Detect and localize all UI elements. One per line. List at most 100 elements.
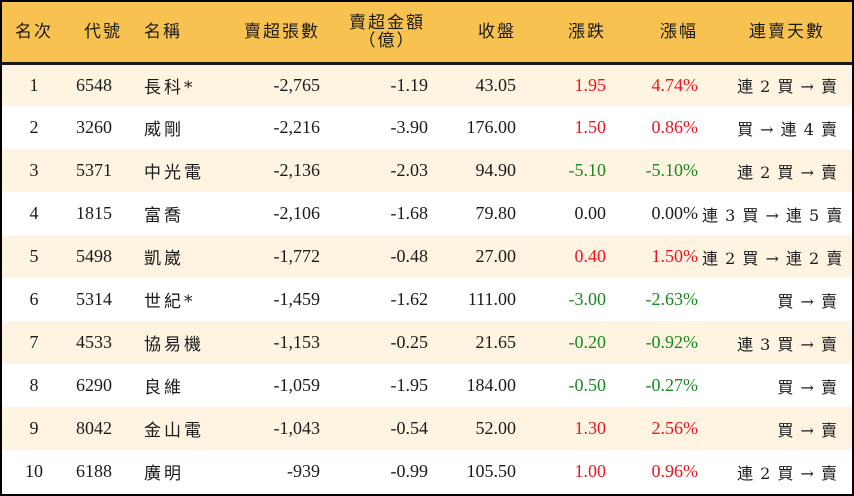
change-cell: -0.20 <box>568 332 607 352</box>
rank-cell: 9 <box>29 418 39 438</box>
table-row: 2 3260 威剛 -2,216 -3.90 176.00 1.50 0.86% 買 → 連 4… <box>2 106 852 149</box>
rank-cell: 4 <box>29 203 39 223</box>
rank-cell: 10 <box>25 461 43 481</box>
table-row: 3 5371 中光電 -2,136 -2.03 94.90 -5.10 -5.10% 連 2 買… <box>2 149 852 192</box>
rank-cell: 5 <box>29 246 39 266</box>
streak-cell: 連 2 買 → 賣 <box>737 162 838 182</box>
header-change: 漲跌 <box>568 21 606 42</box>
close-price-cell: 105.50 <box>466 461 517 481</box>
stock-name-cell: 金山電 <box>144 421 204 441</box>
close-price-cell: 27.00 <box>475 246 517 266</box>
streak-cell: 連 2 買 → 賣 <box>737 77 838 97</box>
stock-name-cell: 凱崴 <box>144 249 184 269</box>
header-streak: 連賣天數 <box>749 21 825 42</box>
net-sell-amount-cell: -0.54 <box>390 418 429 438</box>
rank-cell: 6 <box>29 289 39 309</box>
code-cell: 1815 <box>76 203 112 223</box>
change-pct-cell: 0.96% <box>651 461 699 481</box>
table-row: 6 5314 世紀* -1,459 -1.62 111.00 -3.00 -2.63% 買 → … <box>2 278 852 321</box>
streak-cell: 買 → 賣 <box>777 420 838 440</box>
rank-cell: 1 <box>29 74 39 95</box>
code-cell: 5371 <box>76 160 112 180</box>
change-pct-cell: -2.63% <box>645 289 699 309</box>
code-cell: 6290 <box>76 375 112 395</box>
table-row: 4 1815 富喬 -2,106 -1.68 79.80 0.00 0.00% 連 3 買 → … <box>2 192 852 235</box>
table-row: 8 6290 良維 -1,059 -1.95 184.00 -0.50 -0.27% 買 → 賣 <box>2 364 852 407</box>
close-price-cell: 94.90 <box>475 160 517 180</box>
change-cell: -0.50 <box>568 375 607 395</box>
code-cell: 8042 <box>76 418 112 438</box>
change-cell: 1.30 <box>574 418 607 438</box>
close-price-cell: 79.80 <box>475 203 517 223</box>
net-sell-lots-cell: -1,459 <box>273 289 321 309</box>
change-pct-cell: 2.56% <box>651 418 699 438</box>
table-row: 1 6548 長科* -2,765 -1.19 43.05 1.95 4.74% 連 2 買 →… <box>2 63 852 106</box>
rank-cell: 7 <box>29 332 39 352</box>
close-price-cell: 176.00 <box>466 117 517 137</box>
change-pct-cell: 0.86% <box>651 117 699 137</box>
net-sell-lots-cell: -1,153 <box>273 332 321 352</box>
close-price-cell: 111.00 <box>467 289 516 309</box>
streak-cell: 連 3 買 → 賣 <box>737 334 838 354</box>
net-sell-lots-cell: -2,136 <box>273 160 321 180</box>
code-cell: 6548 <box>76 74 112 95</box>
change-cell: 0.00 <box>574 203 607 223</box>
stock-name-cell: 威剛 <box>144 120 184 140</box>
change-pct-cell: -5.10% <box>645 160 699 180</box>
code-cell: 5498 <box>76 246 112 266</box>
header-code: 代號 <box>84 21 122 42</box>
streak-cell: 連 2 買 → 賣 <box>737 463 838 483</box>
change-cell: -5.10 <box>568 160 607 180</box>
net-sell-amount-cell: -1.62 <box>390 289 429 309</box>
code-cell: 3260 <box>76 117 112 137</box>
net-sell-amount-cell: -3.90 <box>390 117 429 137</box>
header-net-sell-lots: 賣超張數 <box>244 21 320 42</box>
table-header-row: 名次 代號 名稱 賣超張數 賣超金額 （億） 收盤 漲跌 漲幅 連賣天數 <box>2 2 852 63</box>
change-pct-cell: -0.27% <box>645 375 699 395</box>
net-sell-lots-cell: -1,043 <box>273 418 321 438</box>
streak-cell: 買 → 賣 <box>777 377 838 397</box>
stock-name-cell: 富喬 <box>144 206 184 226</box>
rank-cell: 3 <box>29 160 39 180</box>
header-rank: 名次 <box>15 21 53 42</box>
table-row: 5 5498 凱崴 -1,772 -0.48 27.00 0.40 1.50% 連 2 買 → … <box>2 235 852 278</box>
header-net-sell-amount-line2: （億） <box>358 30 416 51</box>
header-change-pct: 漲幅 <box>660 21 698 42</box>
net-sell-amount-cell: -0.25 <box>390 332 429 352</box>
net-sell-amount-cell: -1.19 <box>390 74 429 95</box>
net-sell-lots-cell: -1,772 <box>273 246 321 266</box>
streak-cell: 買 → 賣 <box>777 291 838 311</box>
net-sell-lots-cell: -2,216 <box>273 117 321 137</box>
header-close: 收盤 <box>478 21 516 42</box>
streak-cell: 連 2 買 → 連 2 賣 <box>702 248 844 268</box>
change-cell: 1.00 <box>574 461 607 481</box>
net-sell-amount-cell: -0.48 <box>390 246 429 266</box>
net-sell-amount-cell: -1.95 <box>390 375 429 395</box>
rank-cell: 8 <box>29 375 39 395</box>
table-row: 9 8042 金山電 -1,043 -0.54 52.00 1.30 2.56% 買 → 賣 <box>2 407 852 450</box>
net-sell-amount-cell: -0.99 <box>390 461 429 481</box>
table-row: 7 4533 協易機 -1,153 -0.25 21.65 -0.20 -0.92% 連 3 買… <box>2 321 852 364</box>
net-sell-lots-cell: -2,106 <box>273 203 321 223</box>
change-cell: 0.40 <box>574 246 607 266</box>
code-cell: 6188 <box>76 461 112 481</box>
close-price-cell: 184.00 <box>466 375 517 395</box>
net-sell-amount-cell: -1.68 <box>390 203 429 223</box>
net-sell-lots-cell: -1,059 <box>273 375 321 395</box>
close-price-cell: 52.00 <box>475 418 517 438</box>
change-cell: 1.95 <box>574 74 607 95</box>
stock-name-cell: 良維 <box>144 378 184 398</box>
change-pct-cell: 4.74% <box>651 74 699 95</box>
stock-name-cell: 長科* <box>144 77 196 98</box>
streak-cell: 買 → 連 4 賣 <box>737 119 838 139</box>
code-cell: 4533 <box>76 332 112 352</box>
stock-name-cell: 協易機 <box>144 335 204 355</box>
net-sell-lots-cell: -939 <box>287 461 320 481</box>
header-net-sell-amount: 賣超金額 （億） <box>324 2 428 63</box>
close-price-cell: 21.65 <box>475 332 517 352</box>
stock-name-cell: 廣明 <box>144 464 184 484</box>
change-pct-cell: 1.50% <box>651 246 699 266</box>
rank-cell: 2 <box>29 117 39 137</box>
